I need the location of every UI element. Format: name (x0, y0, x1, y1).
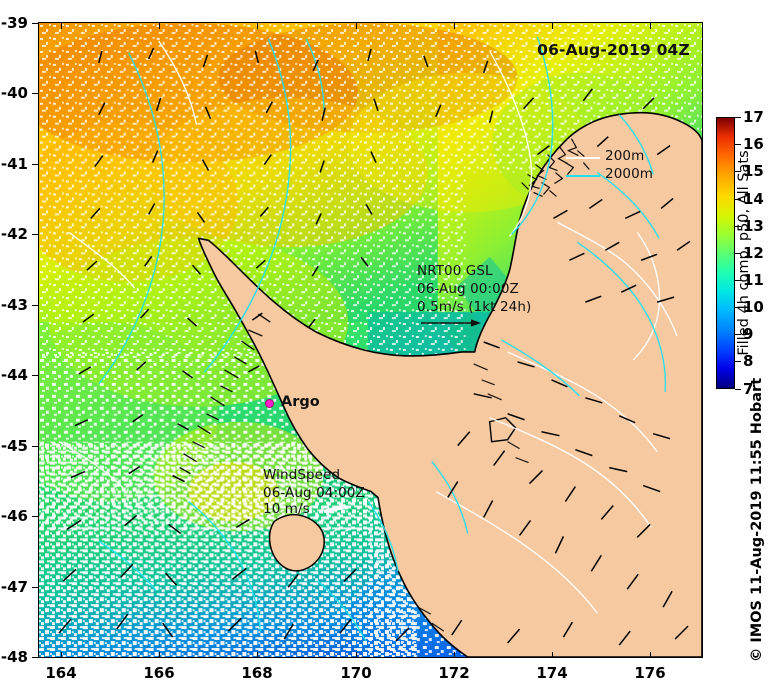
wind-scale-barb-icon (323, 504, 347, 513)
x-tick-164 (61, 652, 62, 658)
y-tick--48 (32, 657, 38, 658)
map-plot-area[interactable]: 06-Aug-2019 04Z 200m 2000m NRT00 GSL 06-… (38, 22, 703, 658)
credit-text: © IMOS 11-Aug-2019 11:55 Hobart (749, 377, 765, 663)
cb-tick-9 (735, 334, 741, 336)
colorbar-title: Filled 4h comp, p50, All Sats (736, 150, 752, 356)
y-tick-label--47: -47 (0, 578, 28, 596)
vector-field (58, 47, 691, 646)
x-tick-label-166: 166 (143, 664, 175, 682)
y-tick--44 (32, 375, 38, 376)
y-tick-label--39: -39 (0, 14, 28, 32)
cb-tick-12 (735, 253, 741, 255)
x-tick-label-170: 170 (340, 664, 372, 682)
bathy-label-200m: 200m (605, 148, 645, 164)
x-tick-top-170 (356, 23, 357, 29)
x-tick-label-172: 172 (438, 664, 470, 682)
sst-raster (39, 23, 702, 657)
cb-label-9: 9 (743, 325, 754, 343)
y-tick-label--48: -48 (0, 648, 28, 666)
y-tick--42 (32, 234, 38, 235)
x-tick-top-164 (61, 23, 62, 29)
cb-tick-13 (735, 226, 741, 228)
map-title: 06-Aug-2019 04Z (537, 41, 690, 59)
y-tick--43 (32, 305, 38, 306)
x-tick-top-166 (159, 23, 160, 29)
x-tick-172 (454, 652, 455, 658)
contour-2000m (98, 36, 667, 642)
cb-label-13: 13 (743, 217, 764, 235)
y-tick-label--45: -45 (0, 437, 28, 455)
wind-legend-line3: 10 m/s (263, 501, 310, 517)
x-tick-168 (257, 652, 258, 658)
cb-tick-8 (735, 361, 741, 363)
cb-label-17: 17 (743, 108, 764, 126)
x-tick-top-168 (257, 23, 258, 29)
y-tick-label--42: -42 (0, 225, 28, 243)
y-tick--40 (32, 93, 38, 94)
y-tick--45 (32, 446, 38, 447)
x-tick-top-174 (552, 23, 553, 29)
x-tick-176 (650, 652, 651, 658)
y-tick-label--46: -46 (0, 507, 28, 525)
cb-label-14: 14 (743, 190, 764, 208)
argo-marker[interactable] (265, 399, 274, 408)
x-tick-label-164: 164 (45, 664, 77, 682)
cb-label-11: 11 (743, 271, 764, 289)
contour-200m (58, 40, 678, 614)
y-tick--39 (32, 23, 38, 24)
x-tick-166 (159, 652, 160, 658)
x-tick-label-174: 174 (536, 664, 568, 682)
cb-label-16: 16 (743, 135, 764, 153)
cb-tick-14 (735, 199, 741, 201)
x-tick-label-168: 168 (241, 664, 273, 682)
cb-tick-11 (735, 280, 741, 282)
wind-legend-line1: WindSpeed (263, 467, 341, 483)
y-tick--47 (32, 587, 38, 588)
bathy-label-2000m: 2000m (605, 166, 654, 182)
colorbar[interactable] (716, 117, 735, 389)
cb-tick-10 (735, 307, 741, 309)
current-legend-line1: NRT00 GSL (417, 263, 493, 279)
x-tick-label-176: 176 (634, 664, 666, 682)
bathy-legend-line-2000m (566, 175, 600, 177)
x-tick-170 (356, 652, 357, 658)
x-tick-174 (552, 652, 553, 658)
cb-label-15: 15 (743, 162, 764, 180)
y-tick-label--41: -41 (0, 155, 28, 173)
bathy-legend-line-200m (566, 157, 600, 159)
y-tick-label--40: -40 (0, 84, 28, 102)
cb-tick-17 (735, 117, 741, 119)
argo-label: Argo (281, 394, 320, 410)
cb-label-12: 12 (743, 244, 764, 262)
x-tick-top-172 (454, 23, 455, 29)
y-tick--41 (32, 164, 38, 165)
cb-tick-7 (735, 389, 741, 391)
current-scale-arrow-icon (421, 319, 481, 327)
current-legend-line3: 0.5m/s (1kt 24h) (417, 299, 532, 315)
y-tick-label--43: -43 (0, 296, 28, 314)
cb-label-8: 8 (743, 352, 754, 370)
cb-label-10: 10 (743, 298, 764, 316)
cb-tick-16 (735, 144, 741, 146)
wind-legend-line2: 06-Aug 04:00Z (263, 485, 365, 501)
x-tick-top-176 (650, 23, 651, 29)
y-tick-label--44: -44 (0, 366, 28, 384)
landmass-south-island (179, 111, 702, 657)
current-legend-line2: 06-Aug 00:00Z (417, 281, 519, 297)
cb-tick-15 (735, 171, 741, 173)
y-tick--46 (32, 516, 38, 517)
cb-label-7: 7 (743, 380, 754, 398)
